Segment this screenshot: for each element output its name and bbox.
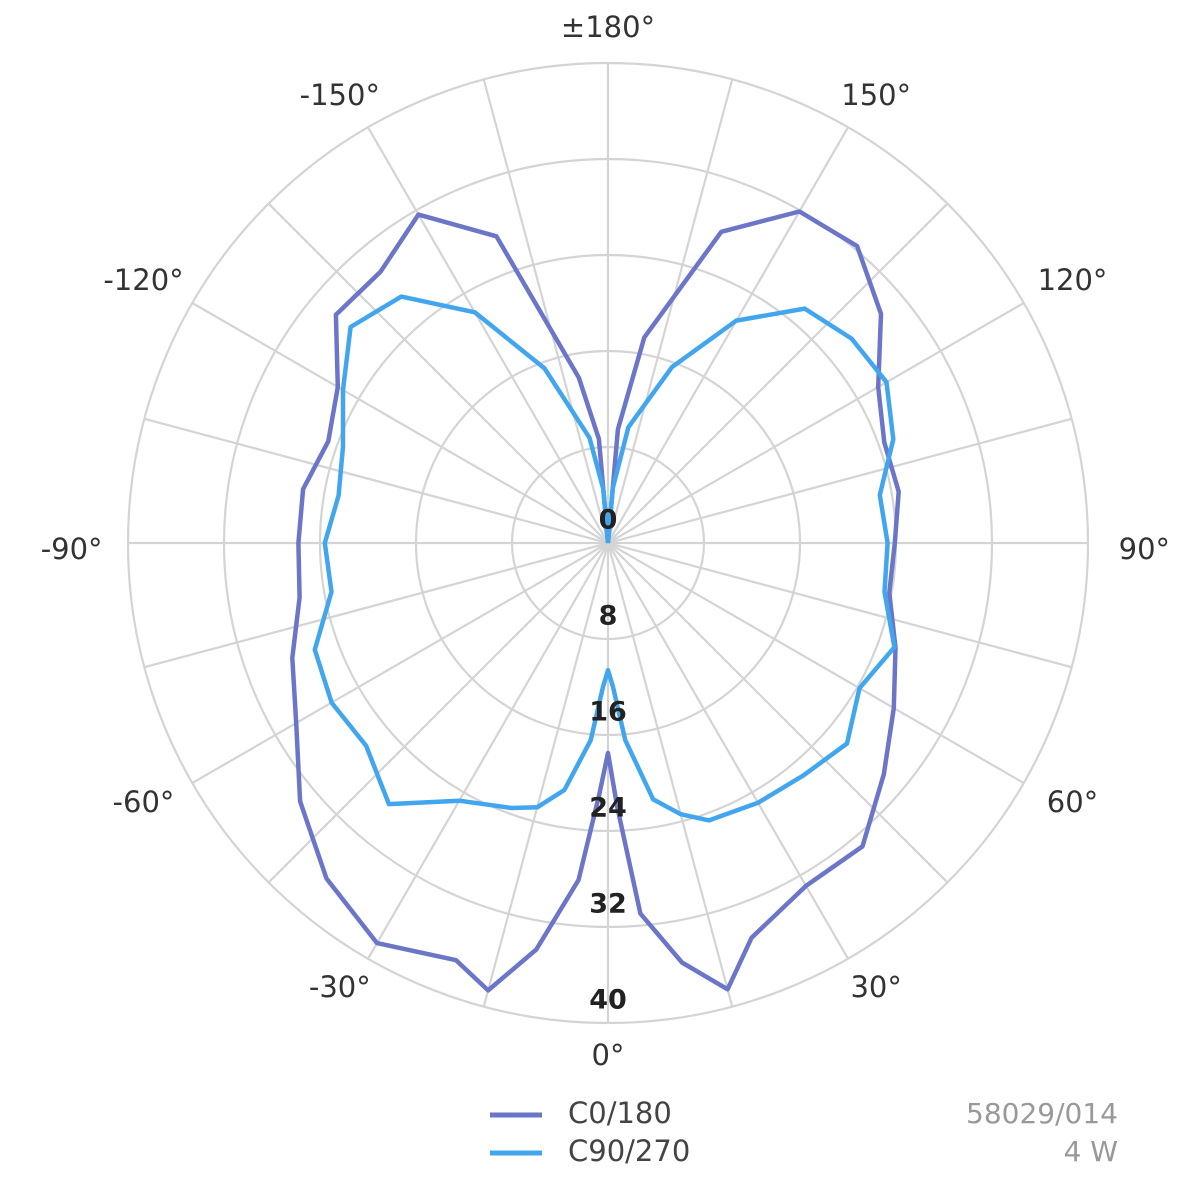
spoke (191, 302, 609, 544)
series-line (312, 294, 897, 823)
angle-tick-label: -60° (113, 785, 175, 819)
series-line (290, 209, 901, 993)
legend-label: C90/270 (568, 1134, 690, 1168)
spoke (144, 541, 609, 669)
angle-tick-label: 0° (592, 1038, 625, 1072)
spoke (267, 542, 609, 884)
spoke (482, 542, 610, 1007)
angle-tick-label: 90° (1119, 532, 1170, 566)
angle-tick-label: -90° (41, 532, 103, 566)
radial-tick-label: 8 (599, 601, 618, 632)
spoke (607, 202, 949, 544)
spoke (367, 126, 609, 544)
radial-tick-label: 32 (589, 889, 627, 920)
spoke (267, 202, 609, 544)
grid (126, 61, 1090, 1025)
grid-ring (222, 157, 994, 929)
angle-tick-label: ±180° (561, 10, 655, 44)
spoke (606, 79, 734, 544)
angle-tick-label: -150° (300, 78, 380, 112)
radial-tick-label: 24 (589, 793, 627, 824)
legend-label: C0/180 (568, 1096, 672, 1130)
grid-ring (414, 349, 802, 737)
spoke (607, 417, 1072, 545)
spoke (191, 542, 609, 784)
angle-tick-label: -30° (309, 970, 371, 1004)
angle-tick-label: 30° (850, 970, 901, 1004)
radial-tick-label: 40 (589, 985, 627, 1016)
spoke (607, 542, 1025, 784)
angle-tick-label: -120° (103, 263, 183, 297)
angle-tick-label: 150° (841, 78, 911, 112)
angle-tick-label: 120° (1038, 263, 1108, 297)
radial-tick-label: 16 (589, 697, 627, 728)
spoke (607, 542, 849, 960)
spoke (607, 126, 849, 544)
spoke (482, 79, 610, 544)
spoke (607, 541, 1072, 669)
grid-ring (126, 61, 1090, 1025)
spoke (367, 542, 609, 960)
spoke (607, 542, 949, 884)
spoke (144, 417, 609, 545)
spoke (606, 542, 734, 1007)
note: 58029/014 (966, 1097, 1118, 1130)
angle-tick-label: 60° (1047, 785, 1098, 819)
note: 4 W (1064, 1135, 1118, 1168)
spoke (607, 302, 1025, 544)
radial-tick-label: 0 (599, 505, 618, 536)
grid-ring (510, 445, 706, 641)
